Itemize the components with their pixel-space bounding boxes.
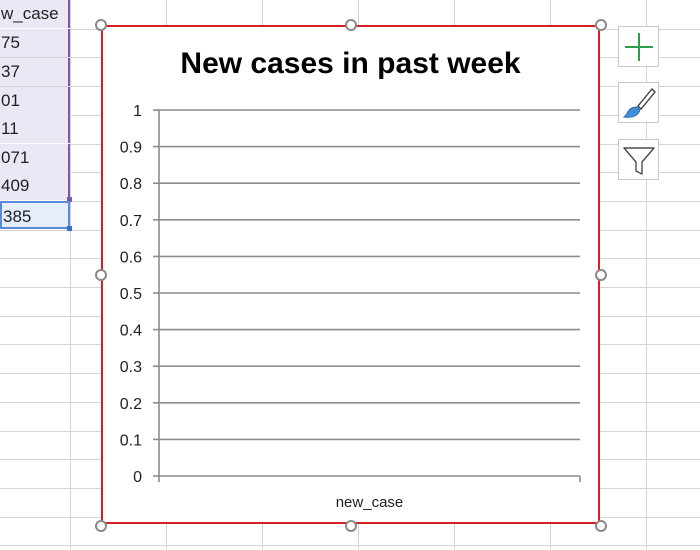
chart-filters-button[interactable] xyxy=(618,139,659,180)
sizing-handle-right[interactable] xyxy=(595,269,607,281)
y-tick-label: 0 xyxy=(133,469,142,486)
data-cell[interactable]: 11 xyxy=(0,115,70,143)
data-cell[interactable]: 01 xyxy=(0,87,70,115)
sizing-handle-bottom-left[interactable] xyxy=(95,520,107,532)
y-tick-label: 0.1 xyxy=(120,432,142,449)
y-tick-label: 0.2 xyxy=(120,396,142,413)
sizing-handle-top[interactable] xyxy=(345,19,357,31)
sizing-handle-bottom[interactable] xyxy=(345,520,357,532)
chart-title[interactable]: New cases in past week xyxy=(180,47,521,80)
y-tick-label: 0.3 xyxy=(120,359,142,376)
y-tick-label: 0.9 xyxy=(120,140,142,157)
chart-area[interactable]: New cases in past week 0 0.1 0.2 0.3 0.4 0.5 0… xyxy=(101,25,600,524)
add-chart-element-icon xyxy=(625,33,653,61)
fill-handle[interactable] xyxy=(67,226,72,231)
range-resize-handle[interactable] xyxy=(67,197,72,202)
sizing-handle-left[interactable] xyxy=(95,269,107,281)
y-tick-label: 0.7 xyxy=(120,213,142,230)
chart-filters-funnel-icon xyxy=(623,147,655,175)
y-tick-label: 0.4 xyxy=(120,323,142,340)
data-cell[interactable]: 37 xyxy=(0,58,70,86)
data-column: w_case 75 37 01 11 071 409 385 xyxy=(0,0,72,231)
x-category-label: new_case xyxy=(336,494,404,511)
y-tick-label: 0.6 xyxy=(120,249,142,266)
data-cell[interactable]: 75 xyxy=(0,29,70,57)
plot-area[interactable]: 0 0.1 0.2 0.3 0.4 0.5 0.6 0.7 0.8 0.9 1 new_case xyxy=(103,27,598,522)
chart-styles-button[interactable] xyxy=(618,82,659,123)
column-header-cell[interactable]: w_case xyxy=(0,0,70,28)
sizing-handle-bottom-right[interactable] xyxy=(595,520,607,532)
y-tick-label: 0.8 xyxy=(120,176,142,193)
active-cell[interactable]: 385 xyxy=(0,201,70,229)
data-cell[interactable]: 409 xyxy=(0,172,70,200)
y-tick-label: 1 xyxy=(133,103,142,120)
sizing-handle-top-right[interactable] xyxy=(595,19,607,31)
data-cell[interactable]: 071 xyxy=(0,144,70,172)
chart-styles-brush-icon xyxy=(622,88,656,118)
y-tick-label: 0.5 xyxy=(120,286,142,303)
sizing-handle-top-left[interactable] xyxy=(95,19,107,31)
chart-elements-button[interactable] xyxy=(618,26,659,67)
